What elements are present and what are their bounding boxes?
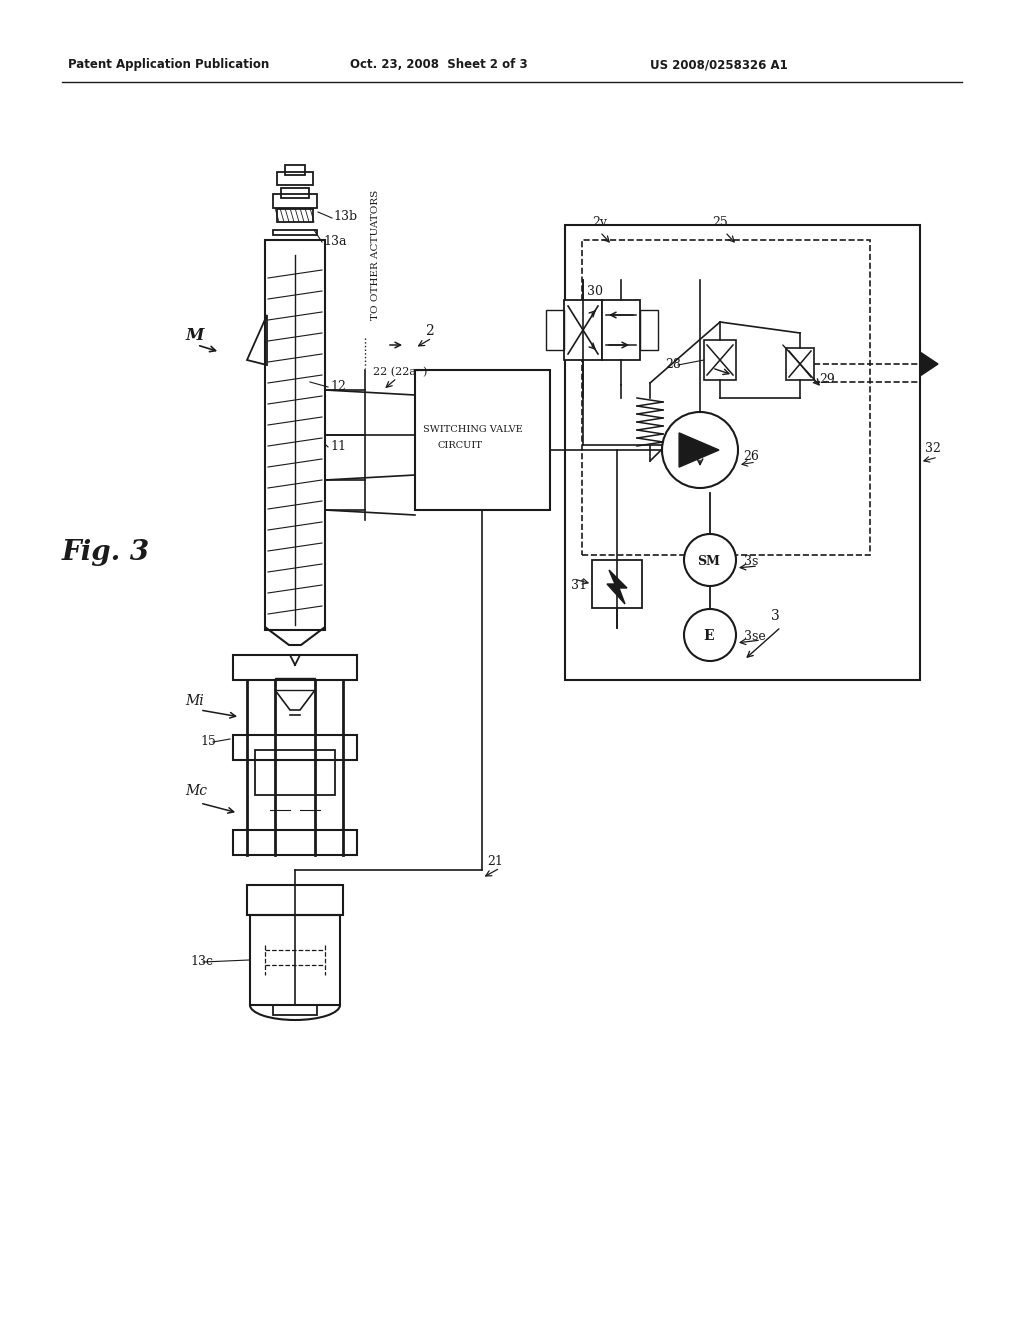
- Bar: [273, 1005, 317, 1015]
- Text: E: E: [703, 630, 714, 643]
- Text: Patent Application Publication: Patent Application Publication: [68, 58, 269, 71]
- Text: M: M: [185, 327, 204, 345]
- Bar: [233, 830, 357, 855]
- Text: 32: 32: [925, 442, 941, 455]
- Bar: [278, 209, 313, 222]
- Text: 15: 15: [200, 735, 216, 748]
- Bar: [278, 172, 313, 185]
- Text: CIRCUIT: CIRCUIT: [437, 441, 482, 450]
- Bar: [285, 165, 305, 176]
- Bar: [250, 915, 340, 1005]
- Polygon shape: [607, 570, 627, 605]
- Text: 21: 21: [487, 855, 503, 869]
- Bar: [233, 735, 357, 760]
- Circle shape: [684, 535, 736, 586]
- Text: 2: 2: [425, 323, 434, 338]
- Bar: [281, 187, 309, 198]
- Text: Mi: Mi: [185, 694, 204, 708]
- Text: 29: 29: [819, 374, 835, 385]
- Text: 22 (22a··): 22 (22a··): [373, 367, 427, 378]
- Circle shape: [662, 412, 738, 488]
- Text: US 2008/0258326 A1: US 2008/0258326 A1: [650, 58, 787, 71]
- Bar: [233, 655, 357, 680]
- Text: 31: 31: [571, 579, 587, 591]
- Bar: [705, 341, 736, 380]
- Text: 12: 12: [330, 380, 346, 393]
- Bar: [602, 300, 640, 360]
- Polygon shape: [920, 352, 938, 376]
- Bar: [275, 678, 315, 690]
- Text: 25: 25: [712, 216, 728, 228]
- Text: TO OTHER ACTUATORS: TO OTHER ACTUATORS: [371, 190, 380, 319]
- Bar: [565, 224, 920, 680]
- Bar: [564, 300, 602, 360]
- Bar: [255, 750, 335, 795]
- Text: Fig. 3: Fig. 3: [62, 539, 151, 566]
- Bar: [640, 310, 658, 350]
- Text: SM: SM: [697, 554, 720, 568]
- Bar: [582, 240, 870, 554]
- Text: 3s: 3s: [744, 554, 759, 568]
- Text: 11: 11: [330, 440, 346, 453]
- Bar: [592, 560, 642, 609]
- Text: SWITCHING VALVE: SWITCHING VALVE: [423, 425, 522, 434]
- Text: 28: 28: [665, 358, 681, 371]
- Text: 26: 26: [743, 450, 759, 463]
- Bar: [546, 310, 564, 350]
- Polygon shape: [679, 433, 719, 467]
- Bar: [247, 884, 343, 915]
- Text: 13c: 13c: [190, 954, 213, 968]
- Text: 13b: 13b: [333, 210, 357, 223]
- Bar: [786, 348, 814, 380]
- Text: 2v: 2v: [592, 216, 607, 228]
- Text: 3: 3: [771, 609, 779, 623]
- Circle shape: [684, 609, 736, 661]
- Bar: [273, 194, 317, 209]
- Text: 30: 30: [587, 285, 603, 298]
- Bar: [265, 240, 325, 630]
- Text: 3se: 3se: [744, 630, 766, 643]
- Bar: [415, 370, 550, 510]
- Text: Mc: Mc: [185, 784, 207, 799]
- Bar: [273, 230, 317, 235]
- Text: 13a: 13a: [323, 235, 346, 248]
- Text: Oct. 23, 2008  Sheet 2 of 3: Oct. 23, 2008 Sheet 2 of 3: [350, 58, 527, 71]
